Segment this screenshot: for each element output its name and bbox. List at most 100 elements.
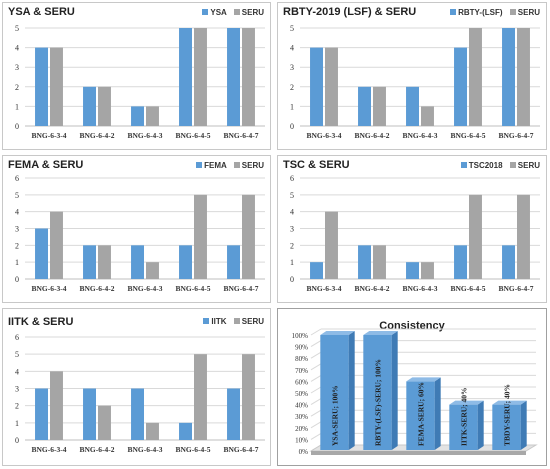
- bar: [358, 86, 371, 126]
- bar: [449, 404, 478, 450]
- bar: [98, 405, 111, 440]
- bar: [98, 86, 111, 126]
- y-tick-label: 5: [290, 191, 294, 200]
- chart-floor-edge: [311, 451, 526, 455]
- y-tick-label: 3: [290, 63, 294, 72]
- bar-chart-svg: 0 1 2 3 4 5 6 BNG-6-3-4 BNG-6-4-2 BNG-6-4-3 BNG-6-…: [290, 174, 540, 293]
- legend-label: SERU: [517, 161, 540, 170]
- y-tick-label: 6: [15, 333, 19, 342]
- y-tick-label: 3: [15, 63, 19, 72]
- y-tick-label: 4: [15, 44, 19, 53]
- legend-swatch-blue: [460, 162, 467, 168]
- legend-label: SERU: [241, 8, 264, 17]
- legend-swatch-blue: [202, 9, 209, 15]
- bar: [83, 86, 96, 126]
- bar-side: [434, 377, 441, 450]
- y-tick-label: 60%: [295, 378, 308, 386]
- y-tick-label: 5: [15, 350, 19, 359]
- bar: [454, 47, 467, 126]
- bar: [373, 245, 386, 279]
- bar: [406, 86, 419, 126]
- legend-swatch-gray: [233, 162, 240, 168]
- bar: [98, 245, 111, 279]
- bar: [517, 28, 530, 126]
- chart-legend: IITK SERU: [198, 317, 264, 326]
- gridline-side: [310, 340, 322, 348]
- y-tick-label: 0%: [299, 448, 309, 456]
- x-tick-label: BNG-6-3-4: [32, 131, 67, 140]
- x-tick-label: BNG-6-4-3: [128, 131, 163, 140]
- bar-side: [348, 331, 355, 450]
- bar: [227, 245, 240, 279]
- x-tick-label: BNG-6-4-3: [128, 284, 163, 293]
- bar: [325, 211, 338, 279]
- gridline-side: [310, 351, 322, 359]
- bar-top: [492, 400, 527, 405]
- bar: [492, 404, 521, 450]
- bar: [50, 371, 63, 440]
- bar: [242, 28, 255, 126]
- bar: [310, 47, 323, 126]
- bar: [146, 262, 159, 279]
- bar: [146, 106, 159, 126]
- bar: [320, 335, 349, 450]
- bar: [35, 228, 48, 279]
- gridline-side: [310, 386, 322, 394]
- chart-panel-consistency: Consistency 0% 10% 20% 30% 40% 50% 60% 70% 80% 90…: [277, 308, 547, 466]
- x-tick-label: BNG-6-4-7: [499, 131, 534, 140]
- x-tick-label: BNG-6-4-2: [80, 445, 115, 454]
- x-tick-label: BNG-6-4-5: [176, 445, 211, 454]
- bar: [502, 28, 515, 126]
- chart-panel-rbty-seru: RBTY-2019 (LSF) & SERU RBTY-(LSF) SERU 0…: [277, 2, 547, 150]
- x-tick-label: BNG-6-4-2: [80, 131, 115, 140]
- bar: [502, 245, 515, 279]
- x-tick-label: BNG-6-3-4: [32, 284, 67, 293]
- x-tick-label: BNG-6-4-5: [451, 284, 486, 293]
- gridline-side: [310, 432, 322, 440]
- x-tick-label: BNG-6-3-4: [32, 445, 67, 454]
- y-tick-label: 3: [15, 385, 19, 394]
- bar: [50, 211, 63, 279]
- chart-title: TSC & SERU: [283, 159, 350, 171]
- y-tick-label: 4: [290, 208, 294, 217]
- bar: [131, 106, 144, 126]
- bar-top: [320, 331, 355, 335]
- x-tick-label: BNG-6-4-7: [224, 131, 259, 140]
- bar: [242, 354, 255, 440]
- y-tick-label: 0: [15, 436, 19, 445]
- y-tick-label: 2: [290, 241, 294, 250]
- chart-panel-tsc-seru: TSC & SERU TSC2018 SERU 0 1 2 3 4 5 6 BNG-6-3-4…: [277, 155, 547, 303]
- bar: [421, 106, 434, 126]
- chart-title: RBTY-2019 (LSF) & SERU: [283, 6, 417, 18]
- x-tick-label: BNG-6-4-5: [451, 131, 486, 140]
- y-tick-label: 0: [15, 275, 19, 284]
- bar: [179, 422, 192, 440]
- bar: [227, 388, 240, 440]
- y-tick-label: 30%: [295, 413, 308, 421]
- bar: [517, 194, 530, 279]
- chart-title: YSA & SERU: [8, 6, 75, 18]
- chart-legend: YSA SERU: [197, 8, 264, 17]
- bar-side: [520, 400, 527, 450]
- legend-label: YSA: [210, 8, 227, 17]
- bar: [83, 245, 96, 279]
- y-tick-label: 2: [290, 83, 294, 92]
- bar: [35, 47, 48, 126]
- gridline-side: [310, 421, 322, 429]
- bar: [131, 388, 144, 440]
- gridline-side: [310, 328, 322, 336]
- legend-swatch-blue: [203, 318, 210, 324]
- chart-panel-ysa-seru: YSA & SERU YSA SERU 0 1 2 3 4 5 BNG-6-3-4 BNG-6…: [2, 2, 271, 150]
- x-tick-label: BNG-6-4-2: [355, 131, 390, 140]
- x-tick-label: BNG-6-4-2: [355, 284, 390, 293]
- y-tick-label: 80%: [295, 355, 308, 363]
- bar-data-label: TBDY-SERU; 40%: [503, 384, 512, 446]
- bar: [406, 381, 435, 450]
- legend-swatch-gray: [509, 162, 516, 168]
- bar: [242, 194, 255, 279]
- legend-label: IITK: [211, 317, 227, 326]
- bar-side: [477, 400, 484, 450]
- y-tick-label: 3: [15, 225, 19, 234]
- bar-data-label: IITK-SERU; 40%: [460, 387, 469, 446]
- y-tick-label: 6: [15, 174, 19, 183]
